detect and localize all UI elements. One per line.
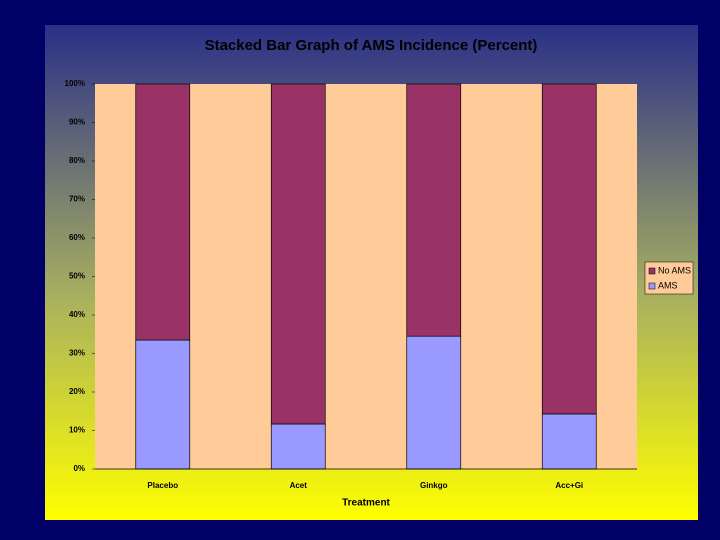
- y-tick-label: 0%: [73, 464, 85, 473]
- x-axis-label: Treatment: [342, 498, 390, 509]
- bar-segment: [270, 83, 326, 425]
- legend-label: No AMS: [658, 265, 691, 275]
- x-tick-label: Acc+Gi: [555, 481, 583, 490]
- bar-segment: [135, 83, 191, 341]
- y-tick-label: 30%: [69, 349, 85, 358]
- legend-swatch: [648, 267, 656, 275]
- y-tick-label: 10%: [69, 426, 85, 435]
- y-tick-label: 20%: [69, 387, 85, 396]
- x-tick-label: Acet: [290, 481, 308, 490]
- chart-title: Stacked Bar Graph of AMS Incidence (Perc…: [205, 37, 538, 54]
- bar-segment: [270, 423, 326, 470]
- bar-segment: [406, 335, 462, 470]
- legend-label: AMS: [658, 280, 678, 290]
- y-tick-label: 50%: [69, 272, 85, 281]
- bar-segment: [541, 83, 597, 415]
- y-tick-label: 40%: [69, 310, 85, 319]
- y-tick-label: 60%: [69, 233, 85, 242]
- bar-segment: [541, 413, 597, 470]
- x-tick-label: Ginkgo: [420, 481, 448, 490]
- bar-segment: [406, 83, 462, 337]
- y-tick-label: 80%: [69, 156, 85, 165]
- y-tick-label: 90%: [69, 118, 85, 127]
- y-tick-label: 70%: [69, 195, 85, 204]
- x-tick-label: Placebo: [147, 481, 178, 490]
- bar-segment: [135, 339, 191, 470]
- legend-swatch: [648, 282, 656, 290]
- y-tick-label: 100%: [65, 79, 85, 88]
